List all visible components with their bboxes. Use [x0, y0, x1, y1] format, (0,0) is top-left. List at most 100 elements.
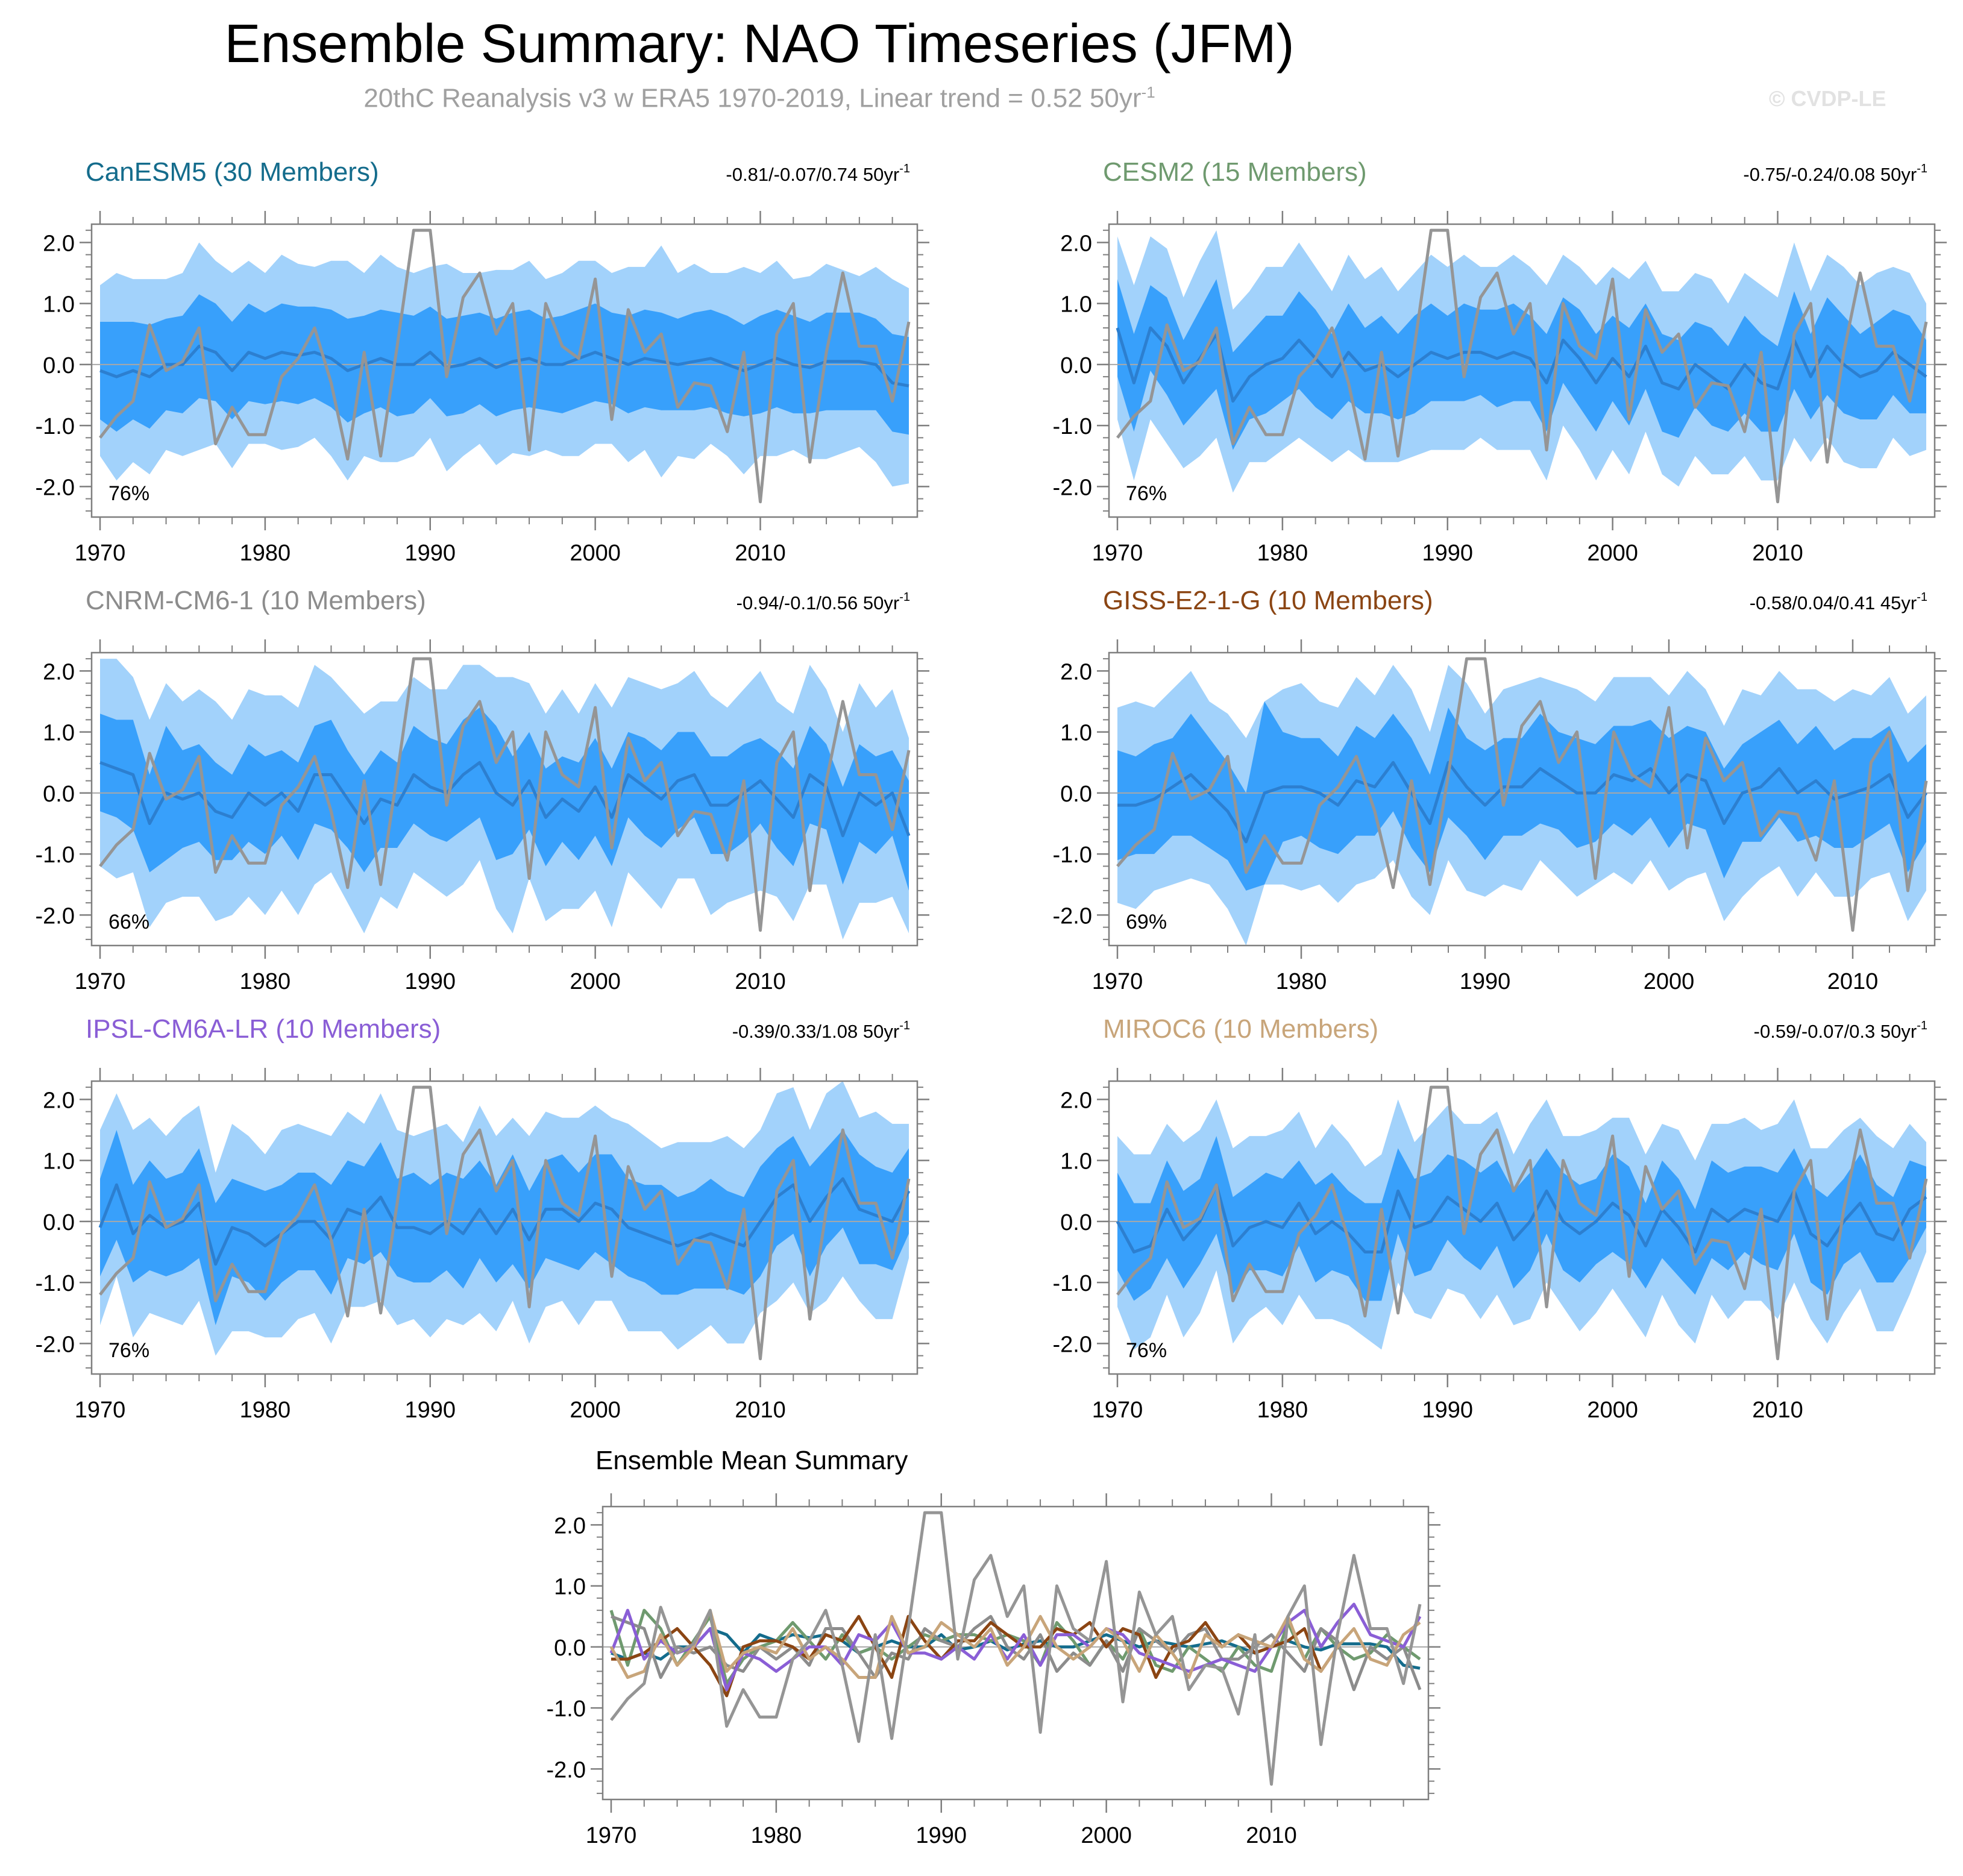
- x-tick-label: 1980: [240, 969, 291, 994]
- y-tick-label: 2.0: [554, 1513, 586, 1539]
- x-tick-label: 1970: [75, 969, 126, 994]
- trend-superscript: -1: [1917, 162, 1927, 175]
- x-tick-label: 2000: [1587, 541, 1638, 566]
- x-tick-label: 1970: [75, 1398, 126, 1423]
- y-tick-label: 0.0: [1060, 353, 1092, 378]
- y-tick-label: -1.0: [1053, 1271, 1092, 1296]
- ensemble-mean-line: [98, 1177, 911, 1266]
- x-tick-label: 1990: [1422, 541, 1473, 566]
- plot-frame: [1108, 1080, 1936, 1375]
- x-tick-label: 2010: [735, 541, 786, 566]
- y-tick-label: 0.0: [1060, 1210, 1092, 1235]
- x-tick-label: 2010: [1246, 1823, 1297, 1848]
- x-tick-label: 1980: [751, 1823, 802, 1848]
- x-tick-label: 1980: [1257, 541, 1308, 566]
- y-tick-label: 0.0: [554, 1636, 586, 1661]
- x-tick-label: 1990: [1422, 1398, 1473, 1423]
- panel-ipsl-cm6a-lr: IPSL-CM6A-LR (10 Members) -0.39/0.33/1.08…: [36, 1014, 929, 1423]
- plot-frame: [1108, 223, 1936, 518]
- y-tick-label: -2.0: [36, 903, 75, 929]
- plot-frame: [90, 223, 919, 518]
- inner-spread-band: [100, 1130, 909, 1325]
- x-tick-label: 1990: [916, 1823, 967, 1848]
- trend-value: -0.59/-0.07/0.3 50yr: [1754, 1021, 1917, 1042]
- panel-title: MIROC6 (10 Members): [1103, 1014, 1378, 1044]
- x-tick-label: 1970: [586, 1823, 637, 1848]
- ensemble-mean-line: [1117, 761, 1927, 844]
- observation-line: [1116, 1085, 1928, 1361]
- y-tick-label: -2.0: [36, 1332, 75, 1357]
- y-tick-label: 2.0: [43, 659, 75, 685]
- x-tick-label: 2000: [1644, 969, 1695, 994]
- y-tick-label: 2.0: [1060, 659, 1092, 685]
- observation-line: [99, 1085, 911, 1361]
- trend-superscript: -1: [1917, 591, 1927, 604]
- trend-value: -0.39/0.33/1.08 50yr: [732, 1021, 899, 1042]
- x-tick-label: 2010: [735, 969, 786, 994]
- y-tick-label: 2.0: [43, 1088, 75, 1113]
- plot-frame: [90, 651, 919, 947]
- ensemble-mean-line: [1116, 1183, 1927, 1253]
- panel-trend-label: -0.58/0.04/0.41 45yr-1: [1750, 591, 1927, 613]
- y-tick-label: 2.0: [1060, 231, 1092, 256]
- x-tick-label: 2010: [1752, 1398, 1803, 1423]
- y-tick-label: 1.0: [1060, 1149, 1092, 1175]
- y-tick-label: -2.0: [36, 475, 75, 500]
- inner-spread-band: [1117, 701, 1926, 891]
- panel-title: IPSL-CM6A-LR (10 Members): [86, 1014, 441, 1044]
- y-tick-label: 1.0: [43, 721, 75, 746]
- panel-trend-label: -0.81/-0.07/0.74 50yr-1: [726, 162, 910, 185]
- main-title: Ensemble Summary: NAO Timeseries (JFM): [224, 14, 1295, 74]
- x-tick-label: 2010: [1827, 969, 1879, 994]
- panel-percent-label: 76%: [1126, 1339, 1167, 1362]
- y-tick-label: 1.0: [1060, 721, 1092, 746]
- x-tick-label: 2000: [570, 969, 621, 994]
- panel-ensemble-mean-summary: Ensemble Mean Summary 2.0 1.0 0.0 -1.0 -2.0 19…: [547, 1446, 1440, 1848]
- x-tick-label: 2010: [735, 1398, 786, 1423]
- trend-value: -0.94/-0.1/0.56 50yr: [737, 592, 900, 613]
- x-tick-label: 1980: [1257, 1398, 1308, 1423]
- watermark: © CVDP-LE: [1769, 86, 1886, 111]
- y-tick-label: 1.0: [43, 292, 75, 318]
- y-tick-label: 0.0: [43, 782, 75, 807]
- y-tick-label: -2.0: [547, 1757, 586, 1783]
- x-tick-label: 2000: [1081, 1823, 1132, 1848]
- trend-superscript: -1: [899, 1019, 910, 1032]
- x-tick-label: 2000: [570, 1398, 621, 1423]
- panel-cnrm-cm6-1: CNRM-CM6-1 (10 Members) -0.94/-0.1/0.56 5…: [36, 586, 929, 994]
- trend-value: -0.75/-0.24/0.08 50yr: [1743, 164, 1917, 185]
- x-tick-label: 1970: [1092, 541, 1143, 566]
- x-tick-label: 1990: [1460, 969, 1511, 994]
- trend-value: -0.58/0.04/0.41 45yr: [1750, 592, 1917, 613]
- observation-line: [1116, 228, 1928, 504]
- x-tick-label: 2000: [1587, 1398, 1638, 1423]
- observation-line: [99, 657, 911, 932]
- x-tick-label: 1980: [1276, 969, 1327, 994]
- panel-percent-label: 66%: [108, 911, 149, 933]
- x-tick-label: 1980: [240, 1398, 291, 1423]
- panel-trend-label: -0.75/-0.24/0.08 50yr-1: [1743, 162, 1927, 185]
- panel-percent-label: 69%: [1126, 911, 1167, 933]
- y-tick-label: -1.0: [547, 1696, 586, 1722]
- summary-mean-line: [609, 1608, 1421, 1679]
- summary-mean-line: [609, 1602, 1422, 1692]
- y-tick-label: -1.0: [1053, 414, 1092, 439]
- panel-title: CanESM5 (30 Members): [86, 157, 379, 187]
- y-tick-label: 1.0: [1060, 292, 1092, 318]
- trend-superscript: -1: [899, 162, 910, 175]
- summary-title: Ensemble Mean Summary: [595, 1446, 908, 1475]
- x-tick-label: 1970: [1092, 969, 1143, 994]
- subtitle: 20thC Reanalysis v3 w ERA5 1970-2019, Li…: [0, 83, 1519, 114]
- panel-miroc6: MIROC6 (10 Members) -0.59/-0.07/0.3 50yr -…: [1053, 1014, 1947, 1423]
- x-tick-label: 1990: [404, 969, 456, 994]
- y-tick-label: -1.0: [36, 842, 75, 868]
- y-tick-label: 1.0: [43, 1149, 75, 1175]
- y-tick-label: 1.0: [554, 1575, 586, 1600]
- x-tick-label: 1980: [240, 541, 291, 566]
- plot-frame: [90, 1080, 919, 1375]
- y-tick-label: -1.0: [36, 1271, 75, 1296]
- panel-trend-label: -0.39/0.33/1.08 50yr-1: [732, 1019, 910, 1042]
- panel-title: CESM2 (15 Members): [1103, 157, 1367, 187]
